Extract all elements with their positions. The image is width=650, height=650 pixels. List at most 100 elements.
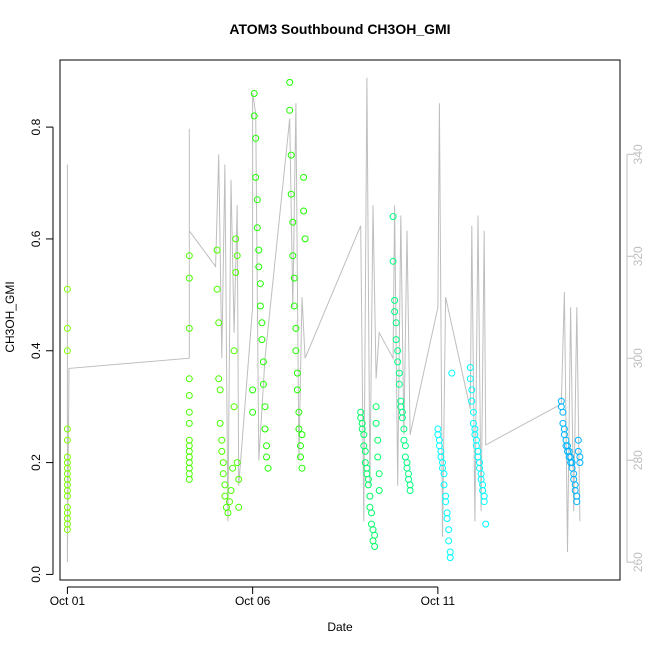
data-point <box>372 419 380 427</box>
data-point <box>293 369 301 377</box>
data-point <box>224 509 232 517</box>
data-point <box>286 106 294 114</box>
data-point <box>445 537 453 545</box>
y2-tick-label: 300 <box>631 348 645 368</box>
data-point <box>469 408 477 416</box>
data-point <box>400 425 408 433</box>
data-point <box>259 358 267 366</box>
data-point <box>440 481 448 489</box>
series-6 <box>434 364 490 562</box>
data-point <box>253 196 261 204</box>
data-point <box>219 470 227 478</box>
data-point <box>286 78 294 86</box>
data-point <box>574 436 582 444</box>
data-point <box>250 90 258 97</box>
data-point <box>232 269 240 276</box>
data-point <box>300 207 308 215</box>
data-point <box>252 173 260 181</box>
y-axis-label: CH3OH_GMI <box>3 281 17 352</box>
data-point <box>185 324 193 332</box>
data-point <box>295 408 303 416</box>
data-point <box>295 425 303 433</box>
data-point <box>573 498 581 506</box>
series-2 <box>185 235 243 517</box>
data-point <box>221 492 229 500</box>
data-point <box>227 487 235 494</box>
y-tick-label: 0.8 <box>29 118 43 135</box>
data-point <box>230 403 238 411</box>
data-point <box>252 134 260 142</box>
y2-tick-label: 320 <box>631 246 645 266</box>
y-tick-label: 0.2 <box>29 454 43 471</box>
data-point <box>301 235 309 243</box>
data-point <box>256 302 264 310</box>
data-point <box>287 151 295 159</box>
data-point <box>249 408 257 416</box>
data-point <box>253 224 261 232</box>
data-point <box>361 447 369 455</box>
data-point <box>298 464 306 472</box>
data-point <box>213 246 221 254</box>
data-point <box>446 554 454 562</box>
data-point <box>480 498 488 506</box>
data-point <box>232 235 240 243</box>
data-point <box>218 447 226 455</box>
data-point <box>219 459 227 467</box>
data-point <box>249 386 257 394</box>
data-point <box>63 436 71 444</box>
data-point <box>290 274 298 282</box>
data-point <box>375 470 383 478</box>
data-point <box>440 470 448 478</box>
data-point <box>392 336 400 344</box>
data-point <box>482 520 490 528</box>
data-point <box>466 375 474 383</box>
series-3 <box>249 78 309 472</box>
data-point <box>63 285 71 293</box>
data-point <box>233 252 241 260</box>
data-point <box>364 481 372 489</box>
data-point <box>185 408 193 416</box>
series-5 <box>389 213 414 494</box>
data-point <box>235 503 243 511</box>
y-tick-label: 0.4 <box>29 342 43 359</box>
data-point <box>297 453 304 461</box>
data-point <box>185 419 193 427</box>
data-point <box>258 319 266 327</box>
data-point <box>261 425 269 433</box>
y2-tick-label: 280 <box>631 450 645 470</box>
data-point <box>226 498 233 506</box>
data-point <box>401 442 409 450</box>
data-point <box>371 531 379 539</box>
data-point <box>398 414 406 422</box>
data-point <box>443 515 451 522</box>
data-point <box>298 431 306 439</box>
data-point <box>63 526 71 534</box>
plot-frame <box>59 59 621 581</box>
y2-tick-label: 340 <box>631 144 645 164</box>
data-point <box>394 347 402 355</box>
data-point <box>374 453 382 461</box>
x-tick-label: Oct 11 <box>421 594 456 608</box>
data-point <box>218 436 226 444</box>
data-point <box>366 492 374 500</box>
data-point <box>185 274 193 282</box>
data-point <box>229 464 237 472</box>
data-point <box>63 347 71 355</box>
data-point <box>297 442 304 450</box>
data-point <box>263 442 270 450</box>
data-point <box>185 375 193 383</box>
data-point <box>215 319 223 327</box>
data-point <box>250 112 258 120</box>
scatter-points-layer <box>63 78 584 562</box>
series-1 <box>63 285 71 534</box>
data-point <box>290 302 298 310</box>
data-point <box>368 509 375 517</box>
data-point <box>287 190 295 198</box>
data-point <box>448 369 456 377</box>
data-point <box>394 358 402 366</box>
data-point <box>259 380 267 388</box>
data-point <box>255 263 263 271</box>
data-point <box>374 436 382 444</box>
data-point <box>289 252 297 260</box>
